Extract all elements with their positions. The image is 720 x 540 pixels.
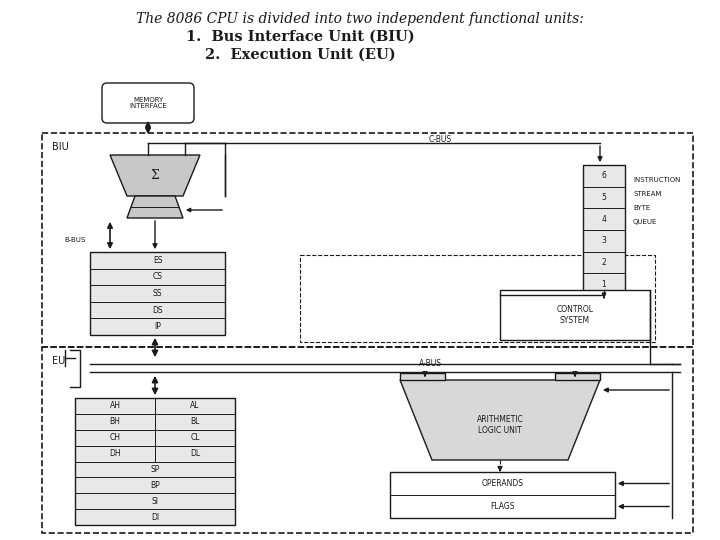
Text: ES: ES <box>153 256 162 265</box>
Text: BP: BP <box>150 481 160 490</box>
Text: SP: SP <box>150 465 160 474</box>
Text: 1.  Bus Interface Unit (BIU): 1. Bus Interface Unit (BIU) <box>186 30 414 44</box>
Polygon shape <box>555 373 600 380</box>
Text: EU: EU <box>52 356 66 366</box>
Text: CL: CL <box>190 433 199 442</box>
Text: FLAGS: FLAGS <box>490 502 515 511</box>
Text: Σ: Σ <box>150 169 159 182</box>
Polygon shape <box>75 398 235 525</box>
Text: SS: SS <box>153 289 162 298</box>
Polygon shape <box>110 155 200 196</box>
Text: 5: 5 <box>602 193 606 202</box>
Text: C-BUS: C-BUS <box>428 136 451 145</box>
Polygon shape <box>400 380 600 460</box>
Text: 6: 6 <box>602 171 606 180</box>
Text: 2: 2 <box>602 258 606 267</box>
Text: MEMORY
INTERFACE: MEMORY INTERFACE <box>129 97 167 110</box>
Text: AL: AL <box>190 401 199 410</box>
Text: 3: 3 <box>602 237 606 245</box>
FancyBboxPatch shape <box>102 83 194 123</box>
Text: DH: DH <box>109 449 121 458</box>
Text: DS: DS <box>152 306 163 315</box>
Text: ARITHMETIC
LOGIC UNIT: ARITHMETIC LOGIC UNIT <box>477 415 523 435</box>
Text: SI: SI <box>151 497 158 505</box>
Polygon shape <box>127 196 183 218</box>
Text: 4: 4 <box>602 215 606 224</box>
Text: IP: IP <box>154 322 161 331</box>
Text: The 8086 CPU is divided into two independent functional units:: The 8086 CPU is divided into two indepen… <box>136 12 584 26</box>
Text: BYTE: BYTE <box>633 205 650 211</box>
Text: STREAM: STREAM <box>633 191 662 197</box>
Text: QUEUE: QUEUE <box>633 219 657 225</box>
Text: BIU: BIU <box>52 142 68 152</box>
Text: B-BUS: B-BUS <box>65 237 86 243</box>
Text: DI: DI <box>151 512 159 522</box>
Text: DL: DL <box>190 449 200 458</box>
Text: AH: AH <box>109 401 120 410</box>
Text: BH: BH <box>109 417 120 426</box>
Polygon shape <box>390 472 615 518</box>
Text: INSTRUCTION: INSTRUCTION <box>633 177 680 183</box>
Text: BL: BL <box>190 417 199 426</box>
Text: A-BUS: A-BUS <box>418 360 441 368</box>
Text: CS: CS <box>153 272 163 281</box>
Text: OPERANDS: OPERANDS <box>482 479 523 488</box>
Polygon shape <box>400 373 445 380</box>
Text: 1: 1 <box>602 280 606 289</box>
Polygon shape <box>500 290 650 340</box>
Polygon shape <box>90 252 225 335</box>
Text: CONTROL
SYSTEM: CONTROL SYSTEM <box>557 305 593 325</box>
Polygon shape <box>583 165 625 295</box>
Text: 2.  Execution Unit (EU): 2. Execution Unit (EU) <box>204 48 395 62</box>
Text: CH: CH <box>109 433 120 442</box>
